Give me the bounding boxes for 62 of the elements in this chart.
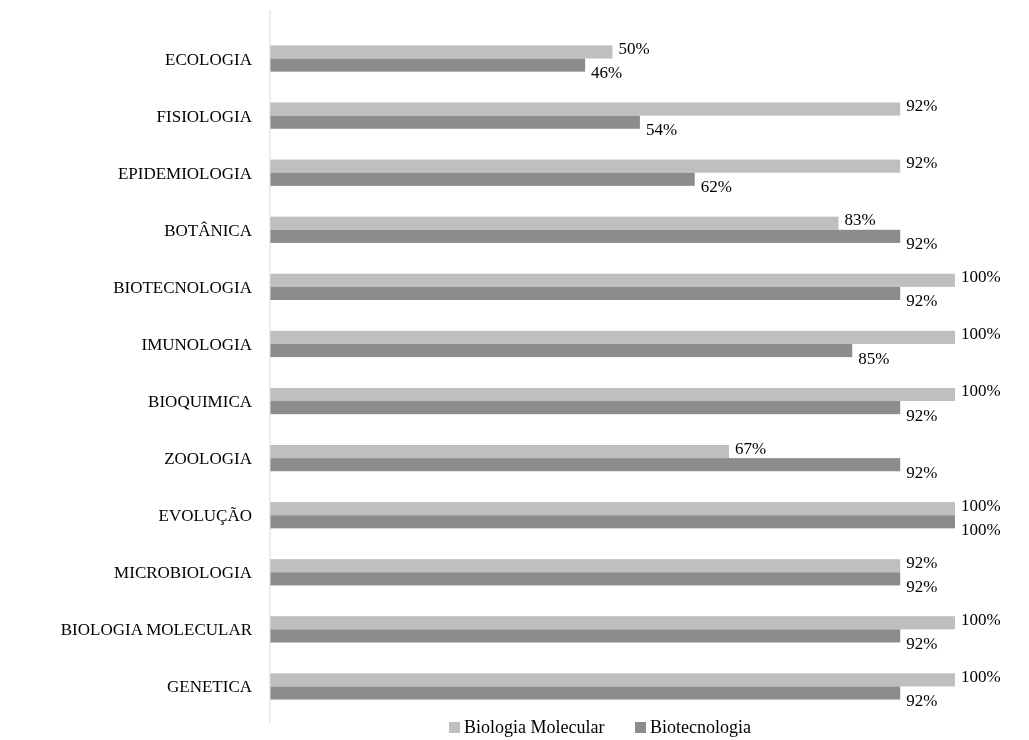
y-tick-label: IMUNOLOGIA — [141, 334, 253, 354]
bar — [270, 572, 901, 586]
bar — [270, 172, 695, 186]
bar — [270, 673, 955, 687]
data-label: 100% — [961, 666, 1001, 686]
legend-label: Biotecnologia — [650, 717, 751, 737]
bar — [270, 387, 955, 402]
data-label: 100% — [961, 495, 1001, 515]
y-tick-label: MICROBIOLOGIA — [114, 563, 253, 583]
y-tick-label: BIOTECNOLOGIA — [113, 277, 253, 297]
bar — [270, 559, 901, 573]
y-tick-label: GENETICA — [167, 677, 253, 697]
y-tick-label: ZOOLOGIA — [164, 449, 253, 469]
bar — [270, 343, 853, 358]
data-label: 92% — [906, 153, 938, 173]
y-tick-label: EPIDEMIOLOGIA — [117, 163, 253, 183]
data-label: 100% — [961, 267, 1001, 287]
bar — [270, 502, 955, 516]
bar — [270, 102, 901, 116]
bar — [270, 458, 901, 472]
y-tick-label: BIOLOGIA MOLECULAR — [60, 620, 253, 640]
data-label: 92% — [906, 96, 938, 116]
bar — [270, 515, 955, 529]
data-label: 50% — [618, 38, 650, 58]
data-label: 100% — [961, 381, 1001, 401]
bar — [270, 686, 901, 700]
data-label: 92% — [906, 691, 938, 711]
bar — [270, 115, 640, 129]
bar — [270, 45, 613, 59]
bar — [270, 273, 955, 287]
data-label: 92% — [906, 462, 938, 482]
bar — [270, 58, 586, 72]
bar — [270, 159, 901, 173]
bar — [270, 216, 839, 230]
y-tick-label: ECOLOGIA — [165, 49, 253, 69]
data-label: 92% — [906, 291, 938, 311]
data-label: 46% — [591, 63, 623, 83]
bar — [270, 629, 901, 643]
bar — [270, 286, 901, 300]
data-label: 85% — [858, 348, 890, 368]
data-label: 92% — [906, 405, 938, 425]
legend-label: Biologia Molecular — [464, 717, 605, 737]
bar — [270, 616, 955, 630]
data-label: 83% — [844, 210, 876, 230]
data-label: 67% — [734, 438, 767, 458]
data-label: 92% — [906, 552, 938, 572]
y-tick-label: BOTÂNICA — [164, 220, 253, 240]
data-label: 92% — [906, 576, 938, 596]
data-label: 92% — [906, 633, 938, 653]
y-tick-label: FISIOLOGIA — [156, 106, 253, 126]
bar — [270, 445, 729, 459]
data-label: 100% — [961, 519, 1001, 539]
data-label: 100% — [961, 324, 1001, 344]
data-label: 54% — [645, 120, 678, 140]
data-label: 100% — [961, 609, 1001, 629]
bar — [270, 229, 901, 243]
y-tick-label: EVOLUÇÃO — [158, 506, 252, 526]
y-tick-label: BIOQUIMICA — [148, 392, 253, 412]
data-label: 62% — [700, 177, 732, 197]
bar — [270, 330, 955, 344]
bar — [270, 401, 901, 415]
data-label: 92% — [906, 234, 938, 254]
